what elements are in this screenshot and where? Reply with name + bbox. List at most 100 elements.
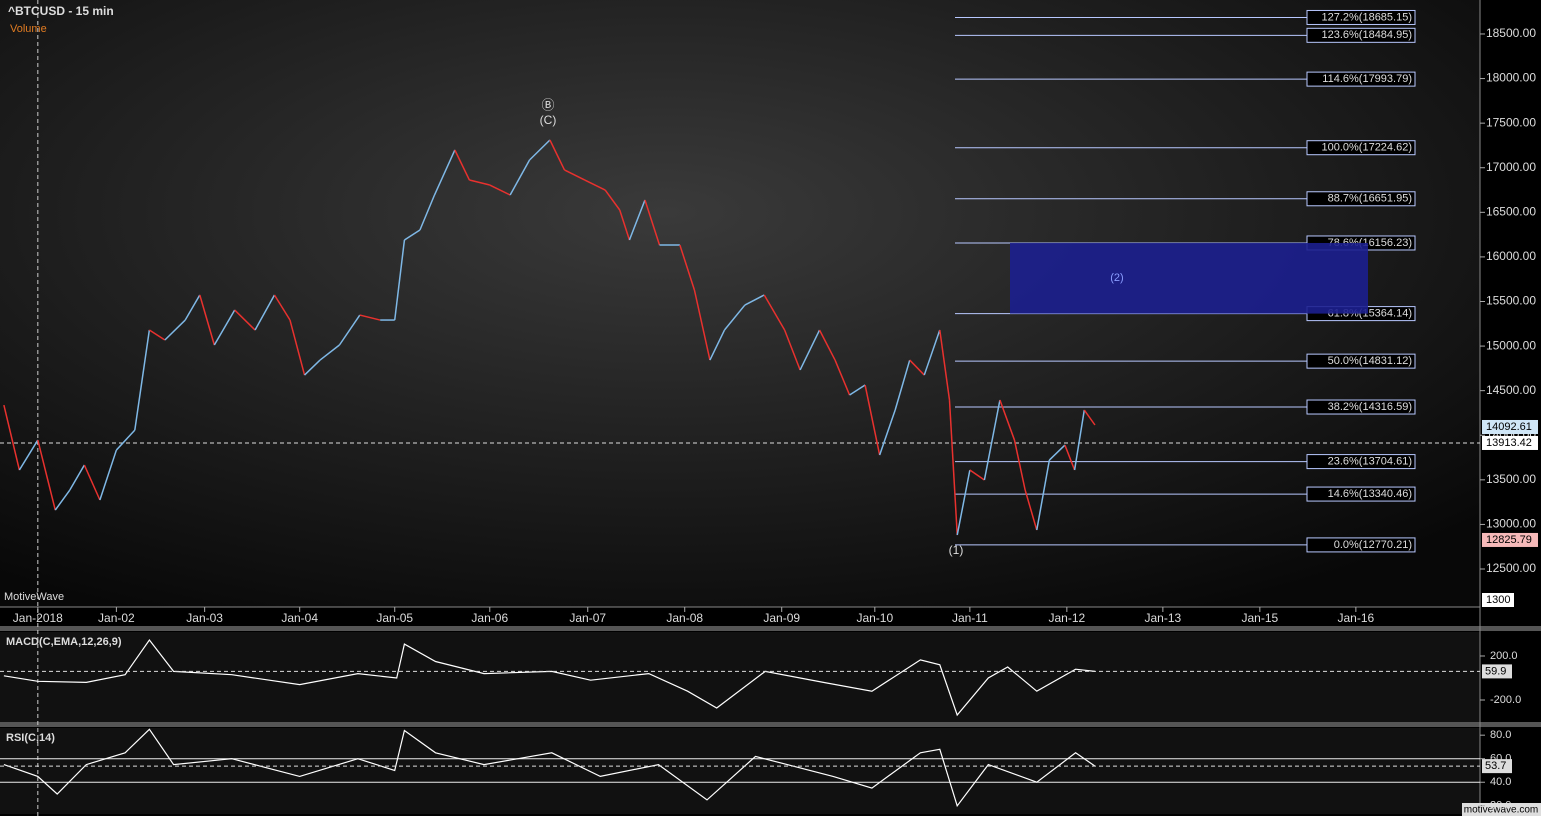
price-segment: [419, 194, 436, 231]
price-segment: [939, 329, 951, 401]
price-segment: [273, 294, 291, 321]
x-tick-label: Jan-07: [569, 611, 606, 625]
price-segment: [1013, 439, 1026, 491]
y-tick-label: 13500.00: [1486, 472, 1536, 486]
price-segment: [304, 359, 321, 376]
price-segment: [234, 309, 256, 331]
fib-label: 0.0%(12770.21): [1334, 539, 1412, 551]
chart-title: ^BTCUSD - 15 min: [8, 4, 114, 18]
price-segment: [1048, 444, 1066, 461]
y-tick-label: 17500.00: [1486, 115, 1536, 129]
price-segment: [184, 294, 201, 321]
price-segment: [83, 464, 101, 501]
rsi-title: RSI(C,14): [6, 732, 55, 744]
target-label: (2): [1110, 272, 1123, 284]
price-segment: [894, 359, 911, 411]
price-segment: [744, 294, 765, 306]
fib-label-box: [1306, 399, 1416, 415]
target-box: [1010, 242, 1368, 314]
separator: [0, 722, 1541, 727]
price-segment: [509, 159, 531, 196]
wave-label: Ⓑ: [541, 97, 554, 112]
price-segment: [799, 329, 821, 371]
price-segment: [404, 229, 421, 241]
price-segment: [18, 439, 39, 471]
price-segment: [709, 329, 726, 361]
rsi-line: [3, 728, 1096, 808]
x-tick-label: Jan-05: [376, 611, 413, 625]
fib-label: 23.6%(13704.61): [1328, 456, 1412, 468]
price-segment: [969, 469, 985, 481]
y-tick-label: 16500.00: [1486, 204, 1536, 218]
price-segment: [679, 244, 696, 291]
y-tick-label: 12500.00: [1486, 561, 1536, 575]
fib-label-box: [1306, 454, 1416, 470]
price-segment: [999, 399, 1016, 441]
price-segment: [1036, 459, 1051, 531]
x-tick-label: Jan-10: [856, 611, 893, 625]
price-segment: [393, 239, 406, 321]
price-segment: [164, 319, 186, 341]
y-tick-label: 200.0: [1490, 650, 1518, 662]
y-tick-label: 40.0: [1490, 776, 1511, 788]
fib-label-box: [1306, 27, 1416, 43]
y-tick-label: 13000.00: [1486, 517, 1536, 531]
x-tick-label: Jan-06: [471, 611, 508, 625]
fib-label-box: [1306, 191, 1416, 207]
price-segment: [433, 149, 456, 196]
y-tick-label: 20.0: [1490, 800, 1511, 812]
fib-label-box: [1306, 353, 1416, 369]
y-tick-label: 17000.00: [1486, 160, 1536, 174]
price-segment: [213, 309, 236, 346]
wave-label: (C): [540, 113, 557, 127]
price-segment: [818, 329, 836, 361]
price-segment: [454, 149, 471, 181]
fib-label-box: [1306, 537, 1416, 553]
price-segment: [529, 139, 551, 161]
volume-tag: 1300: [1486, 594, 1510, 606]
price-segment: [1073, 409, 1086, 471]
price-segment: [693, 289, 711, 361]
price-segment: [628, 199, 646, 241]
volume-tag-box: [1482, 593, 1514, 607]
macd-line: [3, 638, 1096, 717]
y-tick-label: 18500.00: [1486, 26, 1536, 40]
price-segment: [1024, 489, 1038, 531]
x-tick-label: Jan-02: [98, 611, 135, 625]
x-tick-label: Jan-13: [1145, 611, 1182, 625]
fib-label-box: [1306, 140, 1416, 156]
fib-label-box: [1306, 9, 1416, 25]
macd-last-box: [1482, 664, 1512, 679]
y-tick-label: 15000.00: [1486, 338, 1536, 352]
price-segment: [115, 429, 136, 451]
price-segment: [549, 139, 566, 171]
marker-price-tag-box: [1482, 532, 1538, 547]
fib-label: 100.0%(17224.62): [1321, 142, 1412, 154]
x-tick-label: Jan-04: [281, 611, 318, 625]
price-segment: [134, 329, 151, 431]
price-segment: [923, 329, 941, 376]
price-segment: [99, 449, 118, 501]
y-tick-label: 80.0: [1490, 729, 1511, 741]
volume-label: Volume: [10, 23, 47, 35]
price-segment: [148, 329, 166, 341]
last-price-tag-box: [1482, 419, 1538, 434]
price-segment: [54, 489, 71, 511]
marker-price-tag: 12825.79: [1486, 534, 1532, 546]
x-tick-label: Jan-12: [1048, 611, 1085, 625]
fib-label-box: [1306, 71, 1416, 87]
fib-label: 14.6%(13340.46): [1328, 488, 1412, 500]
price-segment: [604, 189, 621, 211]
fib-label: 88.7%(16651.95): [1328, 193, 1412, 205]
x-tick-label: Jan-03: [186, 611, 223, 625]
y-tick-label: -200.0: [1490, 694, 1521, 706]
fib-label: 123.6%(18484.95): [1321, 29, 1412, 41]
x-tick-label: Jan-11: [952, 611, 988, 625]
price-segment: [338, 314, 361, 346]
price-segment: [783, 329, 801, 371]
x-tick-label: Jan-08: [666, 611, 703, 625]
price-segment: [834, 359, 851, 396]
watermark: MotiveWave: [4, 591, 64, 603]
price-segment: [564, 169, 586, 181]
